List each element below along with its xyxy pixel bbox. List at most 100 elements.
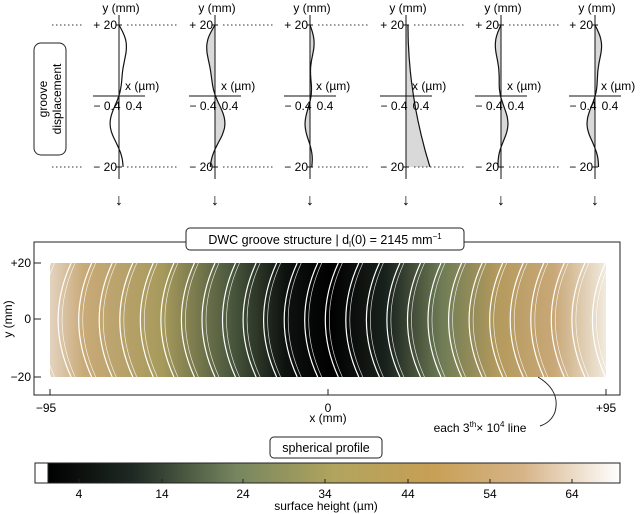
groove-line <box>82 263 97 377</box>
groove-y-bottom-tick: − 20 <box>284 160 308 174</box>
groove-line <box>263 263 278 377</box>
groove-line <box>386 263 401 377</box>
groove-line <box>143 263 158 377</box>
groove-line <box>324 263 339 377</box>
groove-y-top-tick: + 20 <box>475 18 499 32</box>
groove-line <box>304 263 319 377</box>
groove-x-neg-tick: − 0.4 <box>93 99 120 113</box>
colorbar-tick-label: 24 <box>236 487 250 501</box>
groove-fill <box>305 25 315 167</box>
groove-line <box>550 263 565 377</box>
svg-text:0: 0 <box>24 312 31 326</box>
svg-text:+20: +20 <box>11 256 32 270</box>
groove-x-pos-tick: 0.4 <box>317 99 334 113</box>
groove-y-label: y (mm) <box>198 1 235 15</box>
groove-y-label: y (mm) <box>102 1 139 15</box>
groove-line <box>119 263 134 377</box>
groove-line <box>452 263 466 377</box>
groove-y-top-tick: + 20 <box>284 18 308 32</box>
groove-x-pos-tick: 0.4 <box>602 99 619 113</box>
groove-x-neg-tick: − 0.4 <box>189 99 216 113</box>
groove-line <box>205 263 220 377</box>
groove-line <box>328 263 343 377</box>
groove-line <box>201 263 216 377</box>
groove-line <box>365 263 380 377</box>
groove-y-bottom-tick: − 20 <box>93 160 117 174</box>
colorbar-label: surface height (µm) <box>274 499 378 513</box>
groove-line <box>411 263 425 377</box>
groove-line <box>345 263 360 377</box>
groove-x-neg-tick: − 0.4 <box>380 99 407 113</box>
groove-line <box>180 263 195 377</box>
x-axis-label: x (mm) <box>309 411 346 425</box>
groove-y-bottom-tick: − 20 <box>569 160 593 174</box>
groove-line <box>509 263 524 377</box>
groove-line <box>431 263 446 377</box>
groove-line <box>468 263 483 377</box>
groove-line <box>61 263 76 377</box>
groove-y-bottom-tick: − 20 <box>380 160 404 174</box>
colorbar-blank-cell <box>34 462 49 484</box>
groove-x-label: x (µm) <box>601 79 635 93</box>
groove-line <box>596 270 606 370</box>
colorbar-tick-label: 64 <box>565 487 579 501</box>
groove-panel-4: y (mm) + 20 − 20 x (µm) − 0.4 0.4 ↓ <box>380 1 465 209</box>
groove-x-pos-tick: 0.4 <box>413 99 430 113</box>
groove-line <box>102 263 117 377</box>
groove-line <box>185 263 199 377</box>
line-annotation: each 3th× 104 line <box>434 376 557 435</box>
colorbar-tick-label: 14 <box>155 487 169 501</box>
y-tick-zero: 0 <box>24 312 41 326</box>
groove-x-label: x (µm) <box>412 79 446 93</box>
groove-line <box>472 263 487 377</box>
groove-line <box>246 263 261 377</box>
groove-x-neg-tick: − 0.4 <box>475 99 502 113</box>
groove-line <box>513 263 528 377</box>
groove-line <box>489 263 504 377</box>
groove-x-neg-tick: − 0.4 <box>569 99 596 113</box>
groove-y-label: y (mm) <box>578 1 615 15</box>
colorbar-ticks: 4 14 24 34 44 54 64 <box>76 479 579 501</box>
x-tick-right: +95 <box>596 389 617 415</box>
groove-line <box>406 263 422 377</box>
groove-line <box>308 263 323 377</box>
profile-label: spherical profile <box>282 441 370 455</box>
groove-line <box>575 263 590 377</box>
groove-x-label: x (µm) <box>316 79 350 93</box>
colorbar-tick-label: 4 <box>76 487 83 501</box>
groove-line <box>287 263 302 377</box>
groove-line <box>530 263 545 377</box>
groove-line <box>57 263 72 377</box>
groove-x-pos-tick: 0.4 <box>126 99 143 113</box>
groove-line <box>493 263 508 377</box>
groove-line <box>534 263 549 377</box>
down-arrow-icon: ↓ <box>402 192 410 209</box>
groove-y-label: y (mm) <box>484 1 521 15</box>
y-axis-label: y (mm) <box>1 300 15 337</box>
groove-line <box>370 263 384 377</box>
groove-line <box>283 263 298 377</box>
groove-y-bottom-tick: − 20 <box>475 160 499 174</box>
x-tick-zero: 0 <box>325 389 332 415</box>
svg-text:−95: −95 <box>36 401 57 415</box>
svg-text:−20: −20 <box>11 370 32 384</box>
groove-line <box>242 263 257 377</box>
groove-line <box>221 263 237 377</box>
groove-fill <box>206 25 225 167</box>
colorbar-tick-label: 34 <box>318 487 332 501</box>
groove-line <box>427 263 442 377</box>
down-arrow-icon: ↓ <box>115 192 123 209</box>
profile-label-box: spherical profile <box>269 436 383 459</box>
groove-label-line1: groove <box>36 80 50 117</box>
groove-line <box>390 263 405 377</box>
groove-line <box>448 263 463 377</box>
x-tick-left: −95 <box>36 389 57 415</box>
groove-y-top-tick: + 20 <box>380 18 404 32</box>
groove-label-line2: displacement <box>50 63 64 134</box>
groove-displacement-label-box: groove displacement <box>33 42 67 156</box>
groove-fill <box>495 25 508 167</box>
groove-line <box>349 263 364 377</box>
down-arrow-icon: ↓ <box>591 192 599 209</box>
groove-line <box>571 263 586 377</box>
groove-y-top-tick: + 20 <box>93 18 117 32</box>
